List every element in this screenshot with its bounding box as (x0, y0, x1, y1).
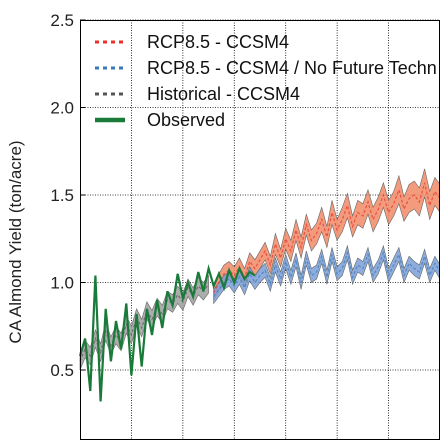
series-line-rcp8-5-ccsm4-no-future-techn (213, 250, 440, 297)
series-lines (78, 182, 440, 402)
series-line-rcp8-5-ccsm4 (213, 182, 440, 294)
legend-label: RCP8.5 - CCSM4 (147, 32, 289, 52)
y-tick-label: 2.5 (50, 11, 74, 30)
legend-label: RCP8.5 - CCSM4 / No Future Techn (147, 58, 437, 78)
series-line-historical-ccsm4 (79, 283, 210, 362)
y-axis-label: CA Almond Yield (ton/acre) (6, 140, 25, 343)
series-line-observed (78, 264, 256, 402)
y-tick-label: 1.0 (50, 274, 74, 293)
y-tick-label: 2.0 (50, 99, 74, 118)
legend-label: Historical - CCSM4 (147, 84, 300, 104)
y-axis-ticks: 0.5 1.0 1.5 2.0 2.5 (50, 11, 85, 380)
legend: RCP8.5 - CCSM4 RCP8.5 - CCSM4 / No Future… (95, 32, 437, 130)
y-tick-label: 1.5 (50, 186, 74, 205)
y-tick-label: 0.5 (50, 361, 74, 380)
legend-label: Observed (147, 110, 225, 130)
